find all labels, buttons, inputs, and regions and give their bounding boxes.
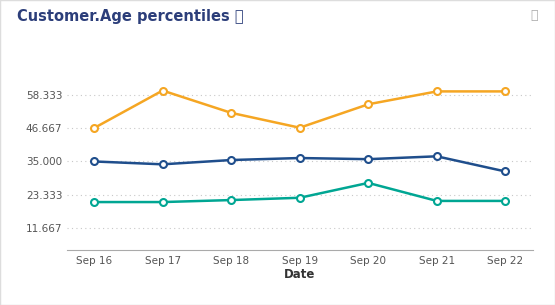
X-axis label: Date: Date [284,268,315,282]
Text: Customer.Age percentiles ⓘ: Customer.Age percentiles ⓘ [17,9,243,24]
Text: 🔔: 🔔 [531,9,538,22]
